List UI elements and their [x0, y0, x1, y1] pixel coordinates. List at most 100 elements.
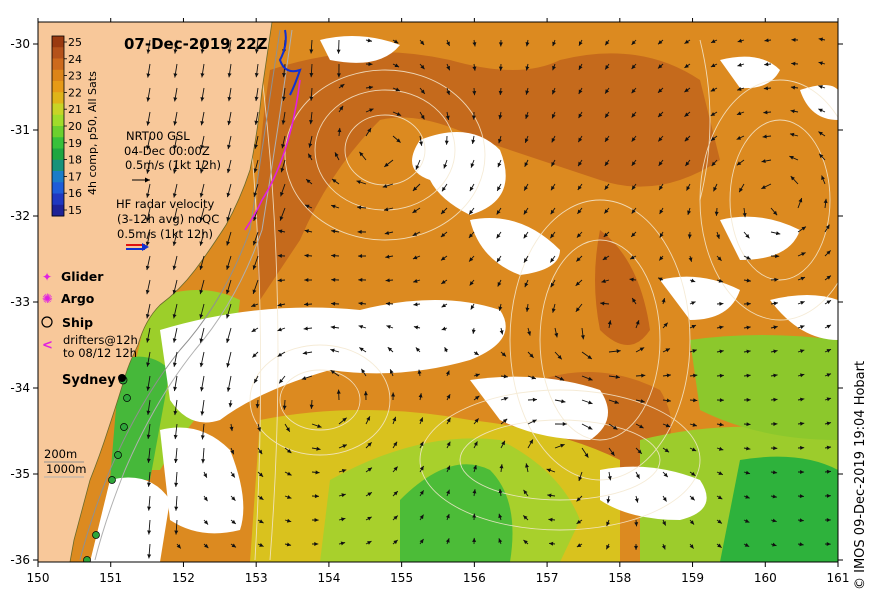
current-arrowhead	[412, 255, 418, 260]
current-arrowhead	[301, 376, 307, 380]
current-arrowhead	[550, 209, 555, 215]
current-arrowhead	[253, 192, 258, 197]
current-arrowhead	[336, 389, 341, 394]
current-arrowhead	[612, 425, 618, 430]
current-arrowhead	[446, 465, 451, 471]
current-arrowhead	[412, 186, 418, 191]
hf-scale-arrowhead	[142, 243, 149, 251]
sst-colorbar: 25 24 23 22 21 20 19 18 17 16 15	[51, 35, 82, 217]
current-arrowhead	[666, 373, 671, 378]
colorbar-tick-label: 15	[68, 204, 82, 217]
current-arrowhead	[745, 494, 750, 499]
current-arrowhead	[332, 178, 337, 183]
warm-core-patch	[256, 52, 720, 300]
current-arrowhead	[532, 397, 537, 402]
current-arrowhead	[146, 145, 151, 150]
current-arrowhead	[547, 493, 552, 498]
current-arrowhead	[358, 254, 363, 259]
current-arrowhead	[472, 537, 477, 543]
current-arrowhead	[302, 350, 308, 355]
x-tick-label: 160	[754, 571, 777, 585]
current-arrowhead	[367, 516, 372, 521]
current-arrowhead	[826, 421, 832, 426]
current-arrowhead	[227, 73, 232, 78]
current-arrowhead	[713, 186, 718, 192]
current-arrowhead	[717, 519, 722, 524]
current-arrowhead	[763, 110, 768, 115]
colorbar-swatch	[52, 182, 64, 194]
current-arrowhead	[497, 186, 501, 191]
current-arrowhead	[818, 108, 823, 113]
current-arrowhead	[306, 179, 311, 184]
current-arrowhead	[173, 434, 178, 440]
current-arrowhead	[203, 496, 208, 502]
current-arrowhead	[280, 191, 284, 197]
current-arrowhead	[308, 143, 313, 148]
cloud-east-3	[770, 295, 838, 340]
current-arrowhead	[603, 232, 609, 237]
current-arrowhead	[818, 37, 823, 42]
current-arrowhead	[281, 96, 286, 101]
current-arrowhead	[718, 278, 724, 283]
current-arrowhead	[578, 137, 583, 143]
current-arrowhead	[772, 542, 777, 547]
current-arrowhead	[789, 132, 795, 137]
current-arrowhead	[550, 185, 555, 191]
current-arrowhead	[172, 338, 177, 343]
current-arrowhead	[577, 185, 582, 191]
colorbar-swatch	[52, 47, 64, 59]
current-arrowhead	[358, 301, 363, 306]
current-arrowhead	[145, 338, 150, 343]
current-arrowhead	[552, 41, 557, 47]
current-arrowhead	[503, 374, 508, 379]
current-arrowhead	[773, 325, 778, 330]
current-arrowhead	[277, 278, 282, 283]
current-arrowhead	[737, 38, 743, 43]
current-arrowhead	[286, 542, 292, 547]
current-arrowhead	[578, 161, 582, 167]
current-arrowhead	[172, 169, 177, 174]
current-arrowhead	[304, 229, 309, 234]
current-arrowhead	[441, 303, 447, 308]
current-arrowhead	[605, 40, 610, 46]
current-arrowhead	[631, 88, 636, 94]
current-arrowhead	[226, 216, 231, 222]
current-arrowhead	[687, 234, 692, 239]
current-arrowhead	[600, 301, 605, 306]
current-arrowhead	[145, 289, 150, 295]
x-tick-label: 155	[390, 571, 413, 585]
current-arrowhead	[523, 489, 528, 495]
cloud-southwest	[160, 427, 244, 534]
current-arrowhead	[445, 115, 450, 120]
current-arrowhead	[523, 515, 528, 520]
current-arrowhead	[661, 298, 666, 303]
current-arrowhead	[736, 161, 742, 166]
current-arrowhead	[789, 155, 794, 160]
current-arrowhead	[366, 416, 370, 421]
current-arrowhead	[226, 241, 231, 246]
colorbar-swatch	[52, 36, 64, 48]
current-arrowhead	[359, 347, 364, 352]
current-arrowhead	[665, 348, 670, 353]
cloud-south-center	[470, 376, 608, 440]
current-arrowhead	[277, 302, 282, 307]
y-axis: -30 -31 -32 -33 -34 -35 -36	[10, 37, 843, 567]
current-arrowhead	[604, 209, 609, 214]
current-arrowhead	[631, 137, 636, 142]
current-arrowhead	[200, 121, 205, 126]
current-arrowhead	[227, 96, 232, 102]
current-arrowhead	[314, 518, 319, 523]
current-arrowhead	[254, 378, 258, 384]
current-arrowhead	[172, 193, 177, 198]
current-arrowhead	[714, 211, 719, 216]
current-arrowhead	[413, 325, 419, 330]
current-arrowhead	[314, 494, 319, 499]
current-arrowhead	[342, 417, 347, 422]
current-arrowhead	[172, 289, 177, 295]
current-arrowhead	[630, 255, 635, 260]
current-arrowhead	[736, 111, 742, 116]
current-arrowhead	[524, 138, 529, 143]
current-arrowhead	[420, 114, 425, 120]
current-arrowhead	[737, 62, 742, 67]
current-arrowhead	[790, 176, 795, 181]
